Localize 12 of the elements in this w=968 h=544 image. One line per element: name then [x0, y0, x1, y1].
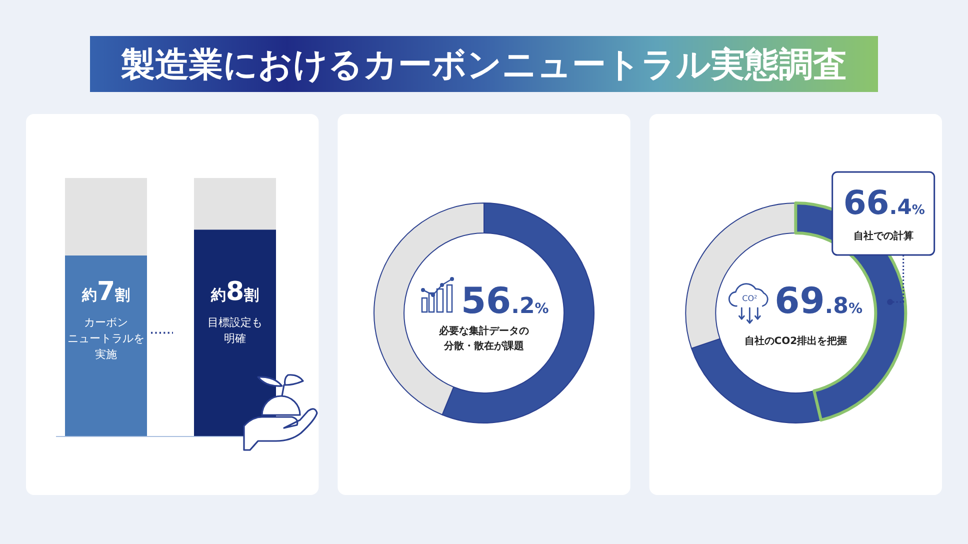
text: 自社のCO2排出を把握 [744, 335, 848, 347]
text: 66.4% [843, 183, 925, 222]
slice-label: 必要な集計データの分散・散在が課題 [438, 325, 529, 352]
slice-label: 自社での計算 [853, 230, 914, 242]
data-label: 約7割 [80, 277, 130, 307]
text: CO² [742, 294, 758, 303]
title: 製造業におけるカーボンニュートラル実態調査 [90, 36, 878, 92]
x-tick-label: カーボンニュートラルを実施 [68, 316, 144, 361]
data-label: 約8割 [210, 277, 260, 307]
data-label: 56.2% [461, 281, 549, 322]
x-tick-label: 目標設定も明確 [208, 316, 262, 345]
text: 69.8% [774, 281, 862, 322]
